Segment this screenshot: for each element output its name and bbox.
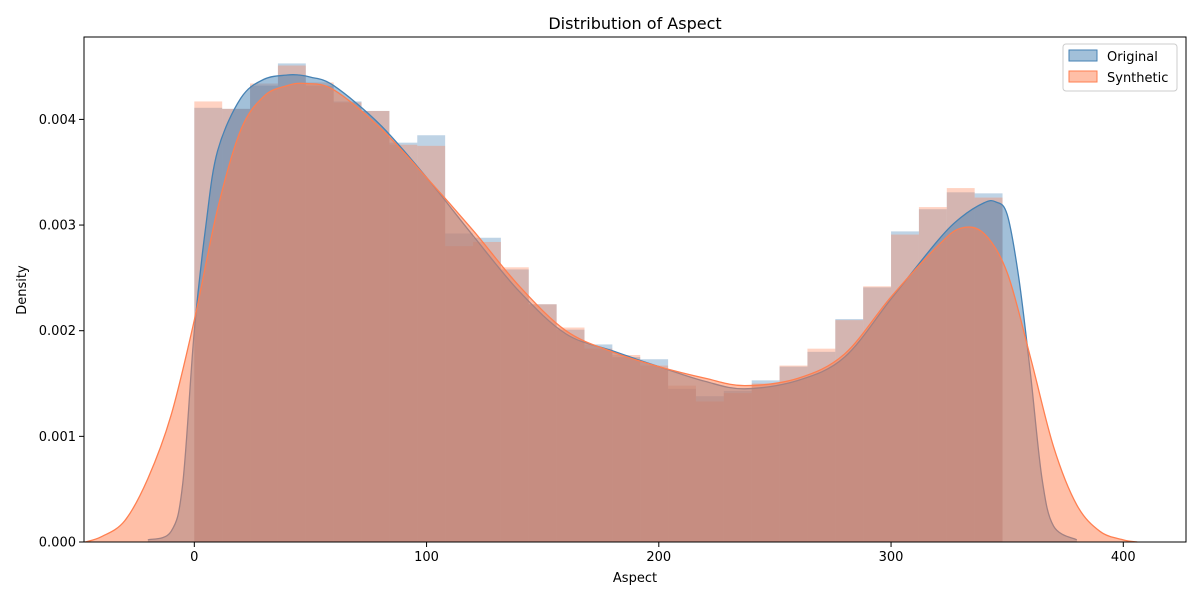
y-tick-label: 0.001 <box>39 430 76 445</box>
legend: Original Synthetic <box>1062 43 1178 92</box>
legend-swatch-original <box>1068 49 1098 62</box>
x-tick-label: 100 <box>414 550 439 565</box>
x-tick-label: 200 <box>646 550 671 565</box>
x-axis: 0 100 200 300 400 <box>190 542 1136 565</box>
y-tick-label: 0.004 <box>39 113 76 128</box>
legend-label-original: Original <box>1107 50 1158 65</box>
kde-line-synthetic <box>84 82 1138 543</box>
plot-area <box>84 63 1138 543</box>
x-tick-label: 300 <box>879 550 904 565</box>
y-axis: 0.000 0.001 0.002 0.003 0.004 <box>39 113 84 551</box>
legend-swatch-synthetic <box>1068 70 1098 83</box>
x-tick-label: 400 <box>1111 550 1136 565</box>
x-axis-label: Aspect <box>613 571 657 586</box>
legend-label-synthetic: Synthetic <box>1107 71 1168 86</box>
chart-title: Distribution of Aspect <box>548 14 721 33</box>
y-axis-label: Density <box>15 265 30 315</box>
y-tick-label: 0.002 <box>39 324 76 339</box>
kde-area-synthetic <box>85 83 1138 542</box>
plot-frame <box>83 36 1187 543</box>
x-tick-label: 0 <box>190 550 198 565</box>
y-tick-label: 0.000 <box>39 536 76 551</box>
y-tick-label: 0.003 <box>39 219 76 234</box>
